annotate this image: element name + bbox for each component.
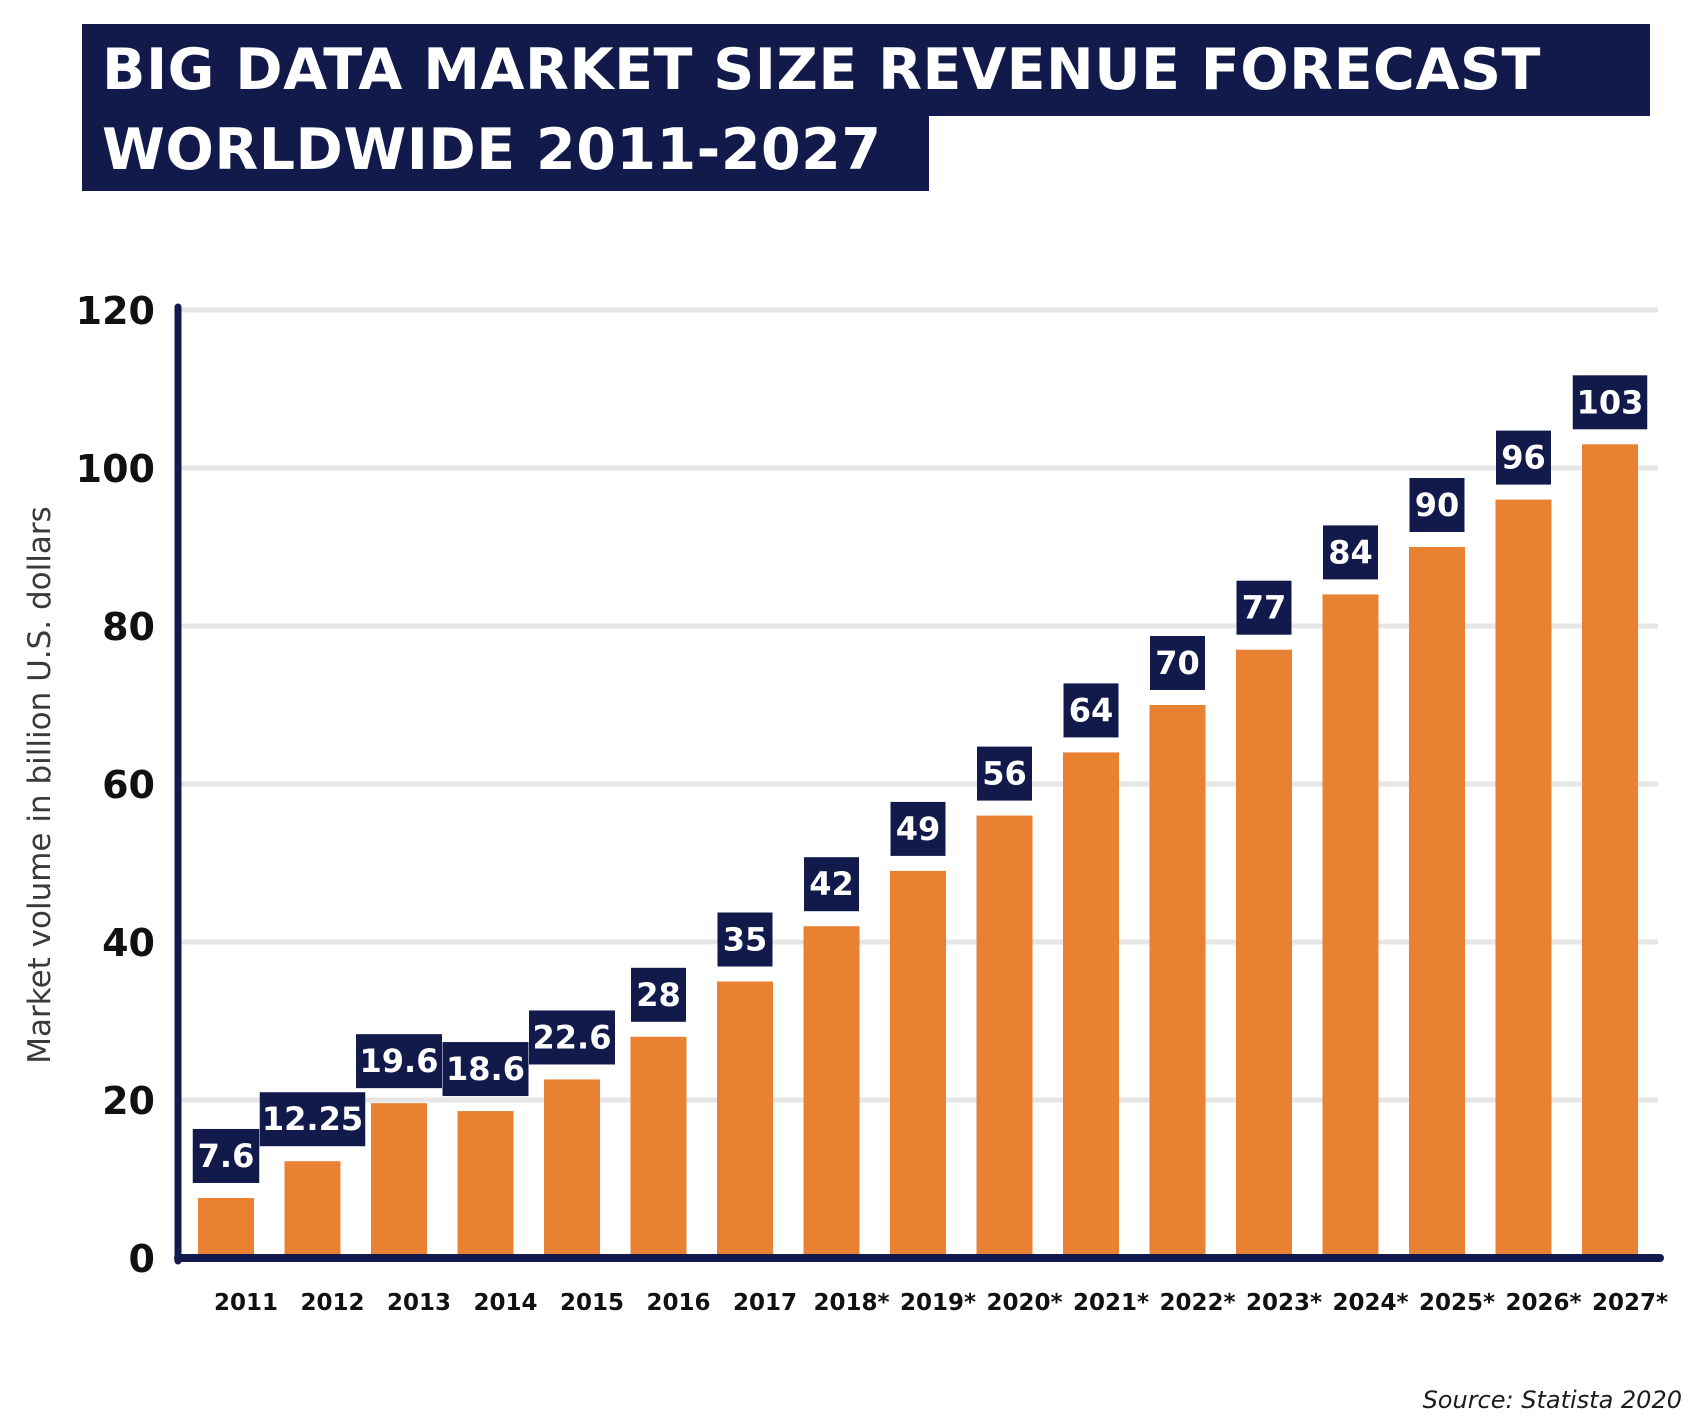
- bar: [1236, 649, 1292, 1258]
- bar: [1063, 752, 1119, 1258]
- x-tick-label: 2027*: [1592, 1290, 1668, 1316]
- x-tick-label: 2026*: [1505, 1290, 1581, 1316]
- data-label-box: [1063, 683, 1119, 738]
- x-tick-label: 2023*: [1246, 1290, 1322, 1316]
- data-label: 12.25: [262, 1100, 363, 1138]
- chart-title-line-2: WORLDWIDE 2011-2027: [82, 116, 929, 191]
- data-label: 70: [1155, 644, 1200, 682]
- bar: [803, 926, 860, 1258]
- data-label-box: [1323, 525, 1378, 580]
- x-tick-label: 2024*: [1332, 1290, 1408, 1316]
- data-label-box: [804, 857, 859, 912]
- y-tick-label: 0: [129, 1237, 155, 1281]
- data-label-box: [192, 1128, 260, 1183]
- data-label: 7.6: [198, 1137, 255, 1175]
- bar: [976, 815, 1033, 1258]
- bar: [544, 1079, 600, 1258]
- data-label-box: [890, 801, 946, 856]
- data-label-box: [1496, 430, 1551, 485]
- chart-title-line-1: BIG DATA MARKET SIZE REVENUE FORECAST: [82, 24, 1650, 116]
- y-axis-title: Market volume in billion U.S. dollars: [22, 506, 58, 1064]
- data-label-box: [1236, 580, 1292, 635]
- data-label: 28: [636, 976, 681, 1014]
- bar: [1322, 594, 1379, 1258]
- bar: [371, 1103, 427, 1258]
- data-label-box: [529, 1010, 615, 1065]
- data-label: 18.6: [446, 1050, 525, 1088]
- bar: [717, 981, 773, 1258]
- data-label-box: [717, 912, 773, 967]
- bar: [284, 1161, 341, 1258]
- data-label: 56: [982, 755, 1027, 793]
- x-tick-label: 2015: [560, 1290, 624, 1316]
- x-tick-label: 2018*: [813, 1290, 889, 1316]
- data-label: 42: [809, 865, 854, 903]
- bar: [630, 1036, 687, 1258]
- x-tick-label: 2022*: [1159, 1290, 1235, 1316]
- data-label: 103: [1577, 383, 1644, 421]
- bar: [1149, 705, 1206, 1258]
- y-tick-label: 20: [102, 1079, 155, 1123]
- data-label: 64: [1069, 691, 1114, 729]
- y-tick-label: 80: [102, 605, 155, 649]
- data-label-box: [259, 1092, 366, 1147]
- bar: [1495, 499, 1552, 1259]
- y-tick-label: 100: [76, 447, 155, 491]
- x-tick-label: 2025*: [1419, 1290, 1495, 1316]
- x-tick-label: 2019*: [900, 1290, 976, 1316]
- data-label: 90: [1415, 486, 1460, 524]
- data-label: 84: [1328, 533, 1373, 571]
- bar: [457, 1111, 514, 1258]
- data-label: 35: [723, 921, 768, 959]
- x-tick-label: 2017: [733, 1290, 797, 1316]
- y-tick-labels: 0 20 40 60 80 100 120: [76, 289, 155, 1281]
- data-label: 77: [1242, 589, 1287, 627]
- x-tick-label: 2016: [646, 1290, 710, 1316]
- data-label: 49: [896, 810, 941, 848]
- bar: [890, 870, 946, 1258]
- x-tick-label: 2021*: [1073, 1290, 1149, 1316]
- data-label-box: [631, 967, 686, 1022]
- bar: [1409, 547, 1465, 1258]
- data-label-box: [977, 746, 1032, 801]
- source-note: Source: Statista 2020: [1422, 1386, 1682, 1414]
- data-label-box: [1409, 478, 1465, 532]
- x-tick-label: 2012: [300, 1290, 364, 1316]
- bars: [198, 444, 1638, 1259]
- bar: [1582, 444, 1638, 1258]
- x-tick-label: 2014: [473, 1290, 537, 1316]
- data-label: 19.6: [360, 1042, 439, 1080]
- y-tick-label: 40: [102, 921, 155, 965]
- x-tick-labels: 2011 2012 2013 2014 2015 2016 2017 2018* 2019* 20…: [214, 1290, 1668, 1316]
- axes: [174, 303, 1664, 1265]
- data-label-box: [1150, 636, 1205, 690]
- y-tick-label: 60: [102, 763, 155, 807]
- data-label-box: [1572, 375, 1648, 430]
- x-tick-label: 2020*: [986, 1290, 1062, 1316]
- bar: [198, 1197, 254, 1258]
- data-label: 96: [1501, 439, 1546, 477]
- x-tick-label: 2013: [387, 1290, 451, 1316]
- data-label-box: [442, 1042, 529, 1097]
- x-tick-label: 2011: [214, 1290, 278, 1316]
- data-labels: 7.612.25 19.6 18.622.6 28 35 42 49 56 64 70 77 84 90…: [192, 375, 1648, 1183]
- y-tick-label: 120: [76, 289, 155, 333]
- data-label-box: [356, 1034, 442, 1089]
- data-label: 22.6: [533, 1018, 612, 1056]
